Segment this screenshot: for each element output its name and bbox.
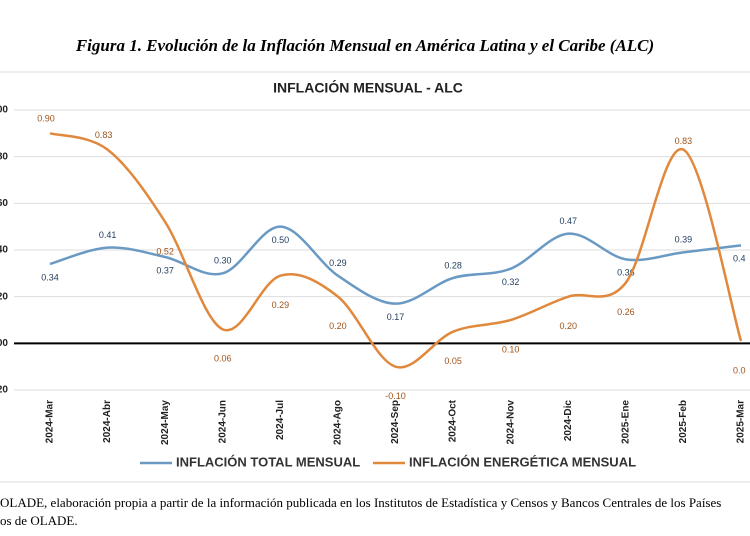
x-tick-label: 2024-Dic [563,400,574,442]
data-label: 0.32 [502,277,520,287]
data-label: 0.26 [617,307,635,317]
data-label: -0.10 [385,391,406,401]
data-label: 0.4 [733,254,746,264]
x-tick-label: 2025-Feb [678,400,689,443]
x-tick-label: 2025-Ene [620,400,631,444]
data-label: 0.90 [37,114,55,124]
data-label: 0.28 [444,260,462,270]
data-label: 0.0 [733,365,746,375]
x-tick-label: 2024-Jul [275,400,286,440]
data-label: 0.29 [272,300,290,310]
y-tick-label: 20 [0,385,8,396]
y-tick-label: 00 [0,105,8,116]
chart-border [0,71,750,483]
data-label: 0.83 [675,136,693,146]
data-label: 0.39 [675,235,693,245]
figure-caption: Figura 1. Evolución de la Inflación Mens… [75,36,654,55]
series-line [49,225,742,305]
data-label: 0.52 [156,246,174,256]
data-label: 0.05 [444,356,462,366]
data-label: 0.10 [502,344,520,354]
data-label: 0.83 [95,130,113,140]
source-line: os de OLADE. [0,513,78,528]
y-tick-label: 00 [0,338,8,349]
legend-label: INFLACIÓN ENERGÉTICA MENSUAL [409,454,636,469]
y-tick-label: 40 [0,245,8,256]
x-tick-label: 2024-Sep [390,400,401,444]
data-label: 0.47 [559,216,577,226]
data-label: 0.29 [329,258,347,268]
x-tick-label: 2024-Jun [217,400,228,443]
y-tick-label: 60 [0,198,8,209]
data-label: 0.06 [214,354,232,364]
x-tick-label: 2024-Abr [102,400,113,443]
y-tick-label: 20 [0,291,8,302]
data-label: 0.20 [559,321,577,331]
x-tick-label: 2024-Ago [333,400,344,445]
chart-title: INFLACIÓN MENSUAL - ALC [273,79,463,96]
data-label: 0.30 [214,256,232,266]
data-label: 0.34 [41,272,59,282]
x-tick-label: 2024-Mar [45,400,56,443]
x-tick-label: 2024-May [160,400,171,445]
series-line [49,132,743,369]
x-tick-label: 2024-Oct [448,399,459,442]
data-label: 0.20 [329,321,347,331]
data-label: 0.36 [617,268,635,278]
data-label: 0.50 [272,235,290,245]
y-tick-label: 80 [0,151,8,162]
data-label: 0.17 [387,312,405,322]
x-tick-label: 2025-Mar [736,400,747,443]
source-line: OLADE, elaboración propia a partir de la… [0,495,721,510]
legend-label: INFLACIÓN TOTAL MENSUAL [176,454,360,469]
x-tick-label: 2024-Nov [505,400,516,445]
data-label: 0.41 [99,230,117,240]
data-label: 0.37 [156,265,174,275]
